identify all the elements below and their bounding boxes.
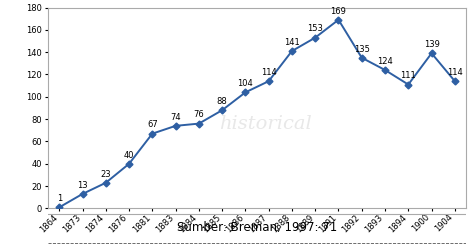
Text: 111: 111: [400, 71, 416, 80]
Text: 153: 153: [307, 24, 323, 34]
Text: 124: 124: [377, 57, 393, 66]
Text: 74: 74: [170, 113, 181, 122]
Text: historical: historical: [219, 115, 312, 133]
Text: 141: 141: [284, 38, 300, 47]
Text: 104: 104: [238, 79, 253, 88]
Text: 13: 13: [77, 181, 88, 190]
Text: 169: 169: [330, 6, 347, 16]
Text: 76: 76: [193, 110, 204, 120]
Text: 139: 139: [424, 40, 439, 49]
Text: 114: 114: [447, 68, 463, 77]
Text: 67: 67: [147, 120, 158, 130]
Text: 23: 23: [100, 170, 111, 178]
Text: 1: 1: [57, 194, 62, 203]
Text: 88: 88: [217, 97, 228, 106]
Text: 114: 114: [261, 68, 277, 77]
Text: 40: 40: [124, 151, 134, 160]
Text: 135: 135: [354, 44, 370, 54]
Text: Sumber: Breman, 1997: 71: Sumber: Breman, 1997: 71: [177, 221, 337, 234]
